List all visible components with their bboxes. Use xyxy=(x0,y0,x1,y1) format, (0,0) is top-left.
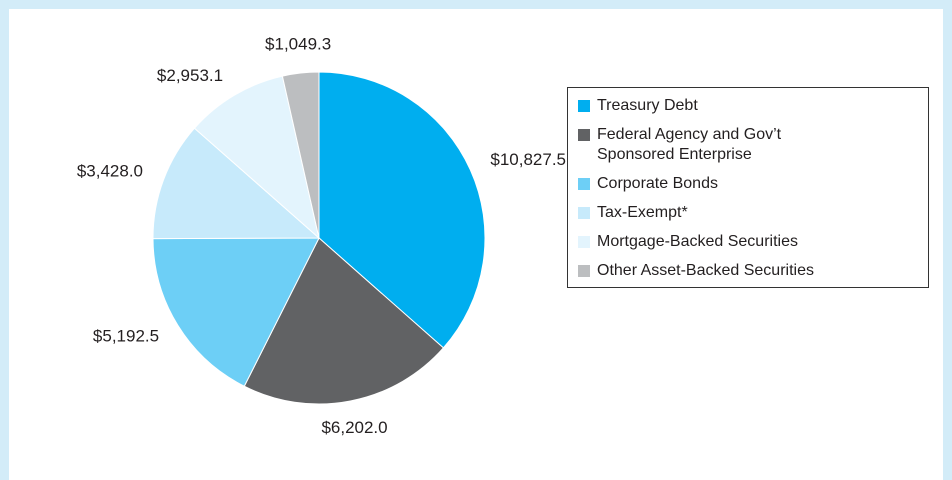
legend-label: Other Asset-Backed Securities xyxy=(597,262,814,279)
legend-label: Corporate Bonds xyxy=(597,175,718,192)
pie-slice xyxy=(152,127,321,240)
legend-swatch xyxy=(578,236,590,248)
pie-slice xyxy=(318,71,486,349)
legend-item: Mortgage-Backed Securities xyxy=(578,232,918,252)
pie-slice xyxy=(152,237,320,387)
legend-item: Federal Agency and Gov’t Sponsored Enter… xyxy=(578,125,918,165)
legend-swatch xyxy=(578,129,590,141)
chart: $10,827.5 $6,202.0 $5,192.5 $3,428.0 $2,953.… xyxy=(77,35,566,437)
legend: Treasury Debt Federal Agency and Gov’t Sp… xyxy=(567,87,929,288)
legend-item: Corporate Bonds xyxy=(578,174,918,194)
legend-label: Treasury Debt xyxy=(597,97,698,114)
legend-item: Tax-Exempt* xyxy=(578,203,918,223)
pie-slice xyxy=(243,237,445,405)
value-label: $5,192.5 xyxy=(93,326,159,345)
pie-slice xyxy=(281,71,320,239)
legend-label: Mortgage-Backed Securities xyxy=(597,233,798,250)
value-label: $1,049.3 xyxy=(265,35,331,54)
legend-swatch xyxy=(578,265,590,277)
value-label: $3,428.0 xyxy=(77,161,143,180)
legend-label: Tax-Exempt* xyxy=(597,204,688,221)
value-label: $2,953.1 xyxy=(157,66,223,85)
legend-item: Treasury Debt xyxy=(578,96,918,116)
pie-slice xyxy=(193,75,320,240)
legend-label: Federal Agency and Gov’t Sponsored Enter… xyxy=(597,126,782,163)
legend-swatch xyxy=(578,207,590,219)
legend-swatch xyxy=(578,178,590,190)
value-label: $6,202.0 xyxy=(321,418,387,437)
legend-item: Other Asset-Backed Securities xyxy=(578,261,918,281)
value-label: $10,827.5 xyxy=(490,150,566,169)
legend-swatch xyxy=(578,100,590,112)
